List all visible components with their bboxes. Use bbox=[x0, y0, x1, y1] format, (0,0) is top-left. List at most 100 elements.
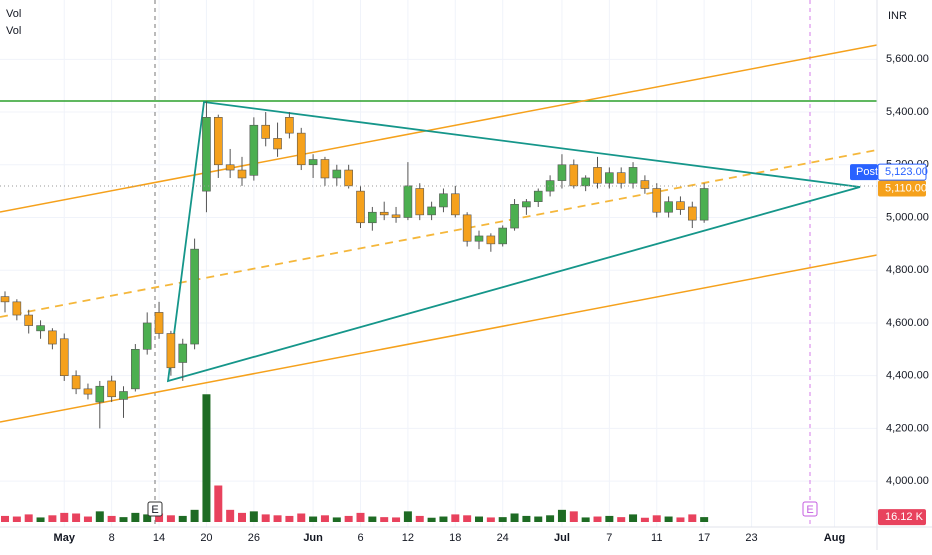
volume-bar bbox=[48, 515, 57, 522]
candles bbox=[0, 101, 709, 429]
y-tick-label: 5,000.00 bbox=[886, 211, 929, 223]
volume-bar bbox=[190, 509, 199, 522]
post-badge bbox=[850, 164, 878, 181]
candle-body bbox=[545, 180, 555, 192]
volume-bar bbox=[605, 515, 614, 522]
candle-body bbox=[320, 159, 330, 179]
candle-body bbox=[403, 185, 413, 218]
candle-body bbox=[427, 206, 436, 216]
candle-body bbox=[119, 391, 128, 400]
x-tick-label: 8 bbox=[109, 532, 115, 544]
candle-body bbox=[510, 204, 519, 229]
candle-body bbox=[71, 375, 81, 390]
candle-body bbox=[48, 330, 57, 345]
volume-bar bbox=[368, 516, 377, 522]
volume-bar bbox=[629, 514, 638, 522]
candle-body bbox=[285, 117, 294, 134]
candle-body bbox=[498, 227, 508, 245]
candle-body bbox=[581, 177, 590, 187]
candle-body bbox=[439, 193, 448, 208]
candle-body bbox=[687, 206, 697, 221]
candle-body bbox=[0, 296, 10, 303]
volume-bar bbox=[297, 513, 306, 522]
candle-body bbox=[522, 201, 531, 208]
volume-bar bbox=[60, 512, 69, 522]
volume-bar bbox=[522, 515, 531, 522]
candle-body bbox=[664, 201, 673, 213]
volume-bar bbox=[486, 517, 495, 522]
x-tick-label: 12 bbox=[402, 532, 414, 544]
volume-bar bbox=[83, 516, 92, 522]
candle-body bbox=[593, 167, 602, 184]
y-tick-label: 4,200.00 bbox=[886, 422, 929, 434]
last-price-badge bbox=[878, 180, 926, 197]
y-tick-label: 5,600.00 bbox=[886, 53, 929, 65]
post-price-label: 5,123.00 bbox=[885, 166, 928, 178]
volume-bar bbox=[107, 515, 116, 522]
volume-bar bbox=[1, 515, 9, 522]
event-label[interactable]: E bbox=[806, 504, 813, 516]
candle-body bbox=[557, 164, 567, 181]
candle-body bbox=[616, 172, 626, 184]
candle-body bbox=[107, 380, 116, 398]
candle-body bbox=[142, 322, 152, 350]
volume-badge bbox=[878, 509, 926, 526]
x-tick-label: Aug bbox=[824, 532, 845, 544]
volume-bar bbox=[475, 516, 483, 522]
event-badge[interactable] bbox=[802, 501, 818, 517]
volume-bar bbox=[285, 515, 294, 522]
candle-body bbox=[605, 172, 614, 184]
candle-body bbox=[676, 201, 685, 210]
indicator-label: Vol bbox=[6, 25, 21, 37]
x-tick-label: 24 bbox=[497, 532, 509, 544]
candle-body bbox=[569, 164, 579, 187]
x-tick-label: 18 bbox=[449, 532, 461, 544]
volume-label: 16.12 K bbox=[885, 511, 924, 523]
volume-bar bbox=[261, 514, 270, 522]
candle-body bbox=[202, 117, 211, 192]
candle-body bbox=[356, 190, 365, 224]
channel-upper bbox=[0, 44, 878, 213]
candle-body bbox=[131, 349, 140, 390]
channel-middle bbox=[0, 149, 878, 318]
volume-bar bbox=[664, 516, 673, 522]
volume-bar bbox=[320, 515, 329, 522]
volume-bar bbox=[676, 517, 685, 522]
y-tick-label: 4,800.00 bbox=[886, 264, 929, 276]
volume-bar bbox=[238, 512, 246, 522]
volume-bar bbox=[143, 514, 152, 522]
volume-bar bbox=[155, 513, 164, 522]
candle-body bbox=[308, 159, 318, 166]
volume-pane bbox=[1, 394, 709, 522]
x-tick-label: May bbox=[54, 532, 76, 544]
currency: INR bbox=[888, 10, 907, 22]
channel-lower bbox=[0, 254, 878, 423]
volume-bar bbox=[652, 515, 661, 522]
x-tick-label: 6 bbox=[357, 532, 363, 544]
candle-body bbox=[249, 124, 259, 176]
candle-body bbox=[332, 169, 342, 179]
x-tick-label: 14 bbox=[153, 532, 165, 544]
x-tick-label: 7 bbox=[606, 532, 612, 544]
y-tick-label: 5,400.00 bbox=[886, 106, 929, 118]
candle-body bbox=[214, 117, 223, 166]
event-badge[interactable] bbox=[147, 501, 163, 517]
x-tick-label: Jun bbox=[303, 532, 323, 544]
volume-bar bbox=[427, 517, 436, 522]
volume-bar bbox=[546, 515, 555, 522]
candle-body bbox=[474, 235, 484, 242]
volume-bar bbox=[273, 515, 282, 522]
candle-body bbox=[273, 138, 282, 150]
x-tick-label: 17 bbox=[698, 532, 710, 544]
volume-bar bbox=[131, 512, 140, 522]
candle-body bbox=[415, 188, 425, 216]
volume-bar bbox=[119, 517, 128, 522]
candle-body bbox=[166, 333, 176, 369]
volume-bar bbox=[226, 509, 235, 522]
volume-bar bbox=[403, 511, 412, 522]
candle-body bbox=[533, 190, 543, 202]
event-label[interactable]: E bbox=[151, 504, 158, 516]
volume-bar bbox=[12, 516, 21, 522]
